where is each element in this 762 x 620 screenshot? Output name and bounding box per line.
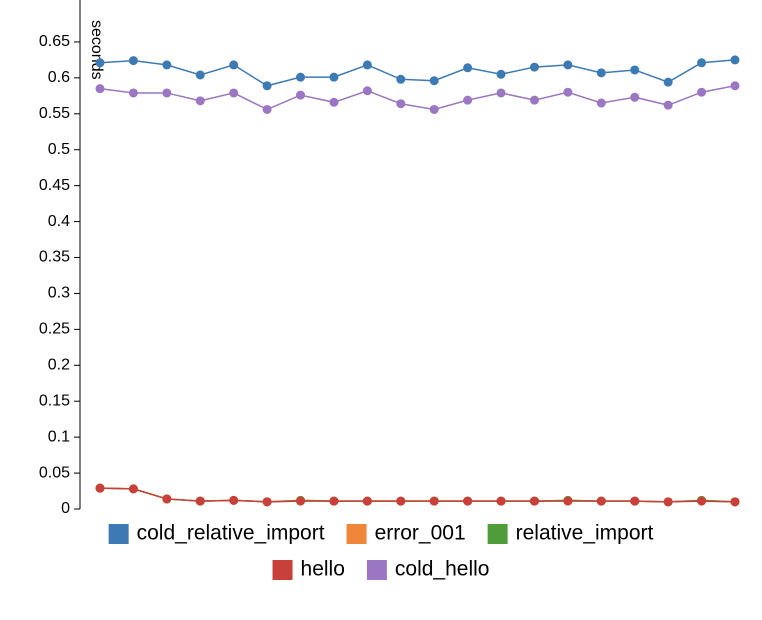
y-tick-label: 0.05	[39, 464, 70, 481]
series-line	[99, 487, 736, 503]
data-point	[296, 72, 306, 82]
data-point	[529, 62, 539, 72]
data-point	[329, 496, 339, 506]
data-point	[296, 90, 306, 100]
data-point	[596, 98, 606, 108]
y-tick-label: 0.25	[39, 321, 70, 338]
data-point	[663, 77, 673, 87]
data-point	[663, 100, 673, 110]
data-point	[463, 95, 473, 105]
data-point	[630, 92, 640, 102]
data-point	[730, 497, 740, 507]
data-point	[329, 97, 339, 107]
data-point	[697, 58, 707, 68]
data-point	[195, 96, 205, 106]
legend-swatch	[366, 560, 387, 580]
data-point	[596, 68, 606, 78]
legend-label: error_001	[375, 522, 466, 545]
y-tick-label: 0.55	[39, 105, 70, 122]
y-tick-label: 0.45	[39, 177, 70, 194]
y-tick-label: 0.6	[48, 69, 70, 86]
data-point	[95, 58, 105, 68]
y-tick-label: 0.15	[39, 392, 70, 409]
y-tick-label: 0.2	[48, 357, 70, 374]
data-point	[329, 72, 339, 82]
data-point	[128, 484, 138, 494]
legend-swatch	[272, 560, 293, 580]
y-tick-label: 0.1	[48, 428, 70, 445]
data-point	[563, 87, 573, 97]
data-point	[162, 60, 172, 70]
series-line	[99, 85, 736, 111]
data-point	[195, 496, 205, 506]
data-point	[496, 88, 506, 98]
data-point	[396, 99, 406, 109]
legend-label: cold_relative_import	[137, 522, 325, 545]
data-point	[162, 494, 172, 504]
data-point	[630, 496, 640, 506]
data-point	[296, 496, 306, 506]
y-tick-label: 0.35	[39, 249, 70, 266]
series-line	[99, 487, 736, 503]
y-tick-label: 0.5	[48, 141, 70, 158]
legend-swatch	[346, 524, 367, 544]
series-line	[99, 59, 736, 87]
legend-label: relative_import	[516, 522, 654, 545]
data-point	[463, 496, 473, 506]
data-point	[229, 88, 239, 98]
data-point	[362, 86, 372, 96]
data-point	[529, 95, 539, 105]
data-point	[229, 495, 239, 505]
y-tick-label: 0.65	[39, 33, 70, 50]
data-point	[529, 496, 539, 506]
data-point	[195, 70, 205, 80]
y-tick-label: 0.3	[48, 285, 70, 302]
legend-swatch	[487, 524, 508, 544]
data-point	[496, 69, 506, 79]
data-point	[128, 88, 138, 98]
legend-swatch	[108, 524, 129, 544]
data-point	[596, 496, 606, 506]
data-point	[128, 56, 138, 66]
data-point	[362, 496, 372, 506]
data-point	[362, 60, 372, 70]
data-point	[730, 55, 740, 65]
data-point	[262, 81, 272, 91]
data-point	[563, 496, 573, 506]
data-point	[95, 483, 105, 493]
data-point	[563, 60, 573, 70]
y-tick-label: 0	[61, 500, 70, 517]
data-point	[630, 65, 640, 75]
data-point	[396, 74, 406, 84]
data-point	[95, 84, 105, 94]
legend-label: hello	[301, 558, 345, 581]
data-point	[463, 63, 473, 73]
data-point	[162, 88, 172, 98]
y-axis-label: seconds	[88, 20, 105, 80]
data-point	[229, 60, 239, 70]
data-point	[262, 497, 272, 507]
data-point	[262, 104, 272, 114]
data-point	[429, 496, 439, 506]
data-point	[496, 496, 506, 506]
data-point	[730, 81, 740, 91]
data-point	[697, 496, 707, 506]
data-point	[697, 87, 707, 97]
data-point	[396, 496, 406, 506]
data-point	[429, 76, 439, 86]
y-tick-label: 0.4	[48, 213, 70, 230]
legend-label: cold_hello	[395, 558, 490, 581]
series-line	[99, 487, 736, 503]
data-point	[663, 497, 673, 507]
data-point	[429, 104, 439, 114]
